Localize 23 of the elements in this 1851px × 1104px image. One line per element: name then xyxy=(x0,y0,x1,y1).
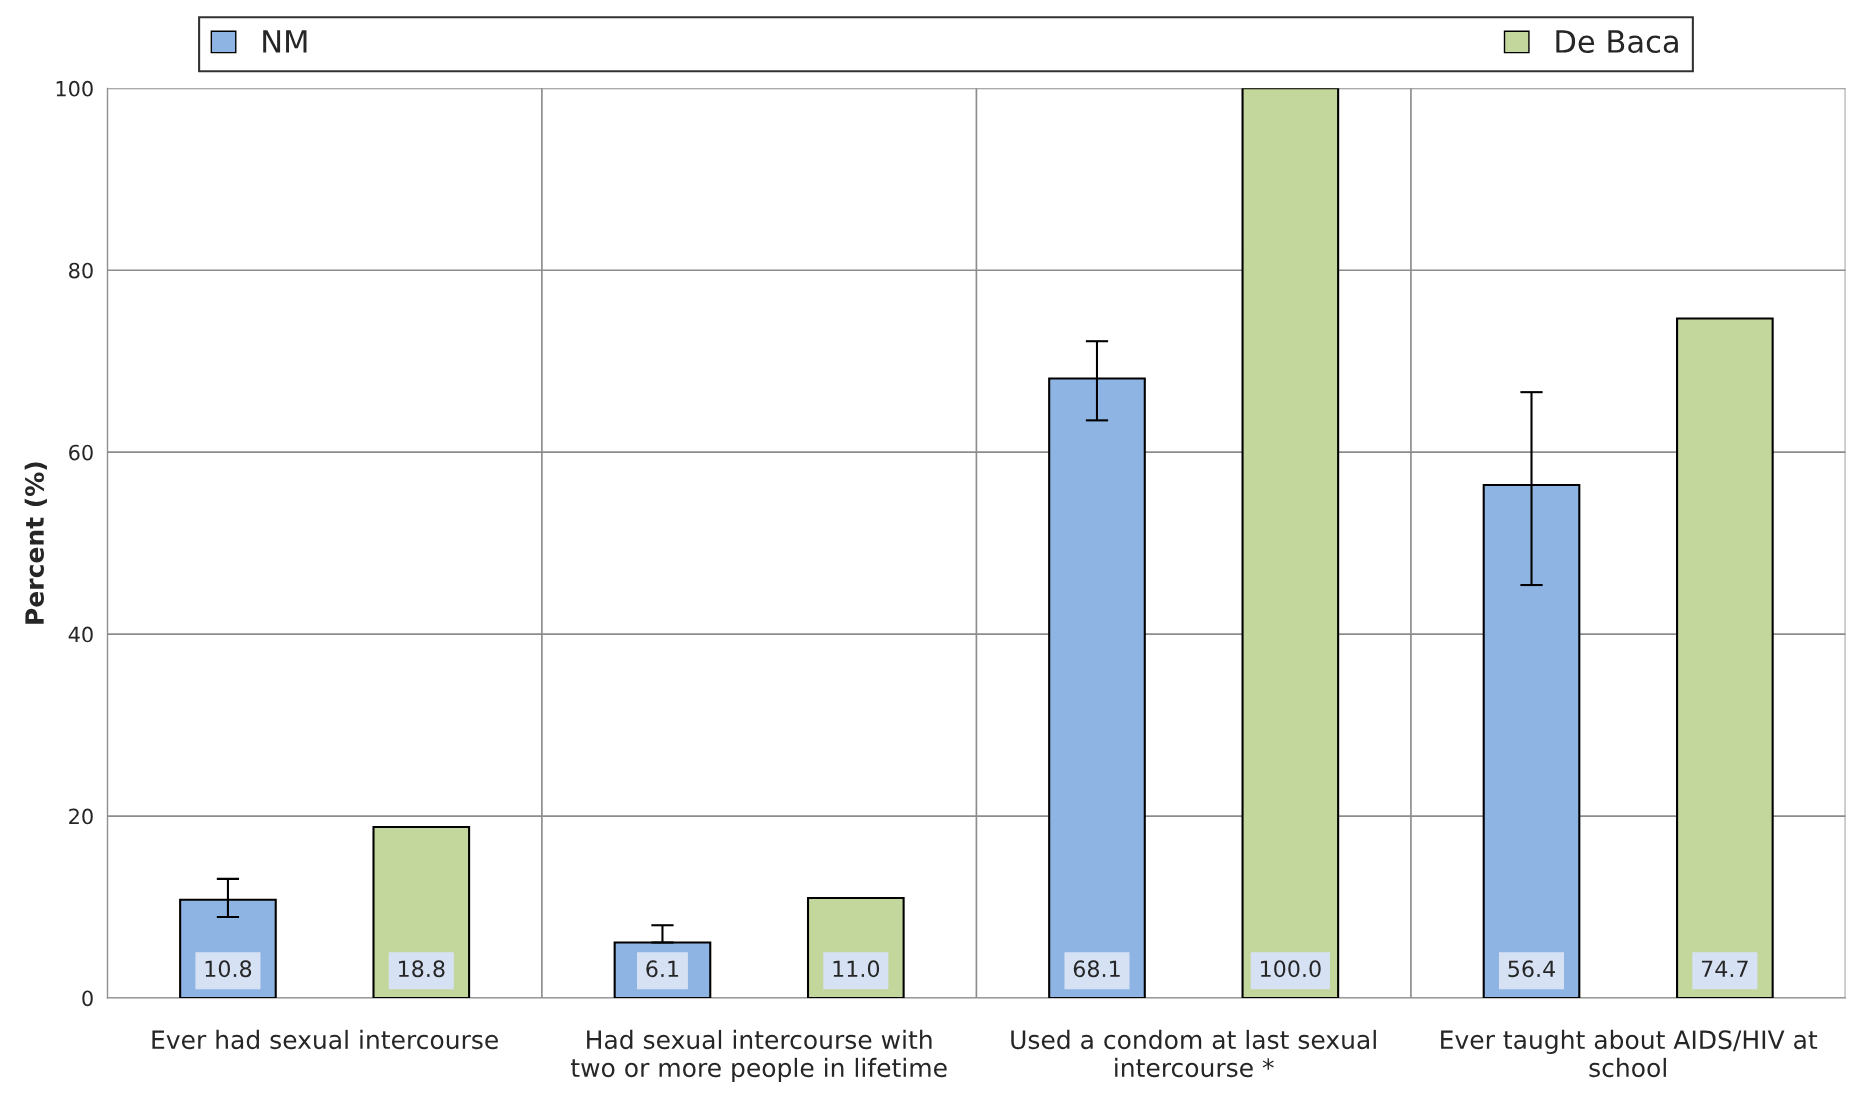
x-tick-label: Ever had sexual intercourse xyxy=(152,1029,498,1050)
y-tick-label: 100 xyxy=(56,80,93,97)
y-tick-label: 20 xyxy=(69,808,93,825)
y-tick-label: 60 xyxy=(69,444,93,461)
y-tick-label: 40 xyxy=(68,626,93,643)
data-label: 56.4 xyxy=(1508,960,1555,978)
x-tick-label: Used a condom at last sexual intercourse * xyxy=(1011,1029,1376,1078)
y-axis-title: Percent (%) xyxy=(24,462,47,624)
y-tick-label: 0 xyxy=(82,990,93,1007)
legend-label: De Baca xyxy=(1556,30,1678,54)
data-label: 6.1 xyxy=(646,960,679,978)
data-label: 74.7 xyxy=(1701,960,1748,977)
data-label: 100.0 xyxy=(1260,960,1321,978)
data-label: 68.1 xyxy=(1073,960,1120,978)
y-tick-label: 80 xyxy=(69,262,93,279)
data-label: 18.8 xyxy=(399,960,445,978)
data-label: 10.8 xyxy=(205,960,252,978)
data-label: 11.0 xyxy=(833,960,880,978)
bar xyxy=(1241,88,1340,999)
legend-label: NM xyxy=(263,30,307,53)
bar xyxy=(1676,317,1774,999)
x-tick-label: Ever taught about AIDS/HIV at school xyxy=(1441,1029,1818,1078)
x-tick-label: Had sexual intercourse with two or more people in lifetime xyxy=(570,1029,947,1083)
